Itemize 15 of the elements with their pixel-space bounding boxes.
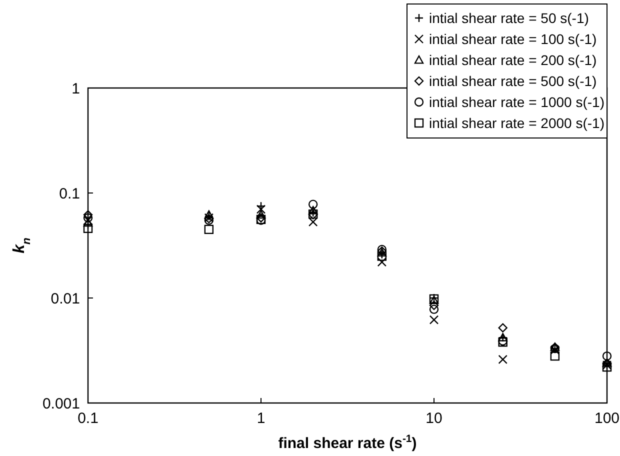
x-tick-label: 10 — [426, 410, 442, 427]
y-tick-label: 0.01 — [50, 290, 80, 308]
y-tick-label: 1 — [72, 80, 80, 98]
y-tick-label: 0.1 — [59, 185, 80, 202]
legend-label: intial shear rate = 2000 s(-1) — [429, 114, 604, 131]
legend-label: intial shear rate = 500 s(-1) — [429, 72, 597, 89]
legend-label: intial shear rate = 200 s(-1) — [429, 52, 597, 68]
x-tick-label: 1 — [256, 410, 266, 427]
x-tick-label: 100 — [594, 410, 620, 427]
y-tick-label: 0.001 — [42, 395, 80, 412]
legend-label: intial shear rate = 100 s(-1) — [429, 30, 597, 47]
legend-label: intial shear rate = 1000 s(-1) — [429, 94, 604, 110]
legend-label: intial shear rate = 50 s(-1) — [429, 10, 589, 26]
x-tick-label: 0.1 — [78, 410, 98, 427]
x-axis-title: final shear rate (s$^{-1}$) — [278, 433, 417, 452]
